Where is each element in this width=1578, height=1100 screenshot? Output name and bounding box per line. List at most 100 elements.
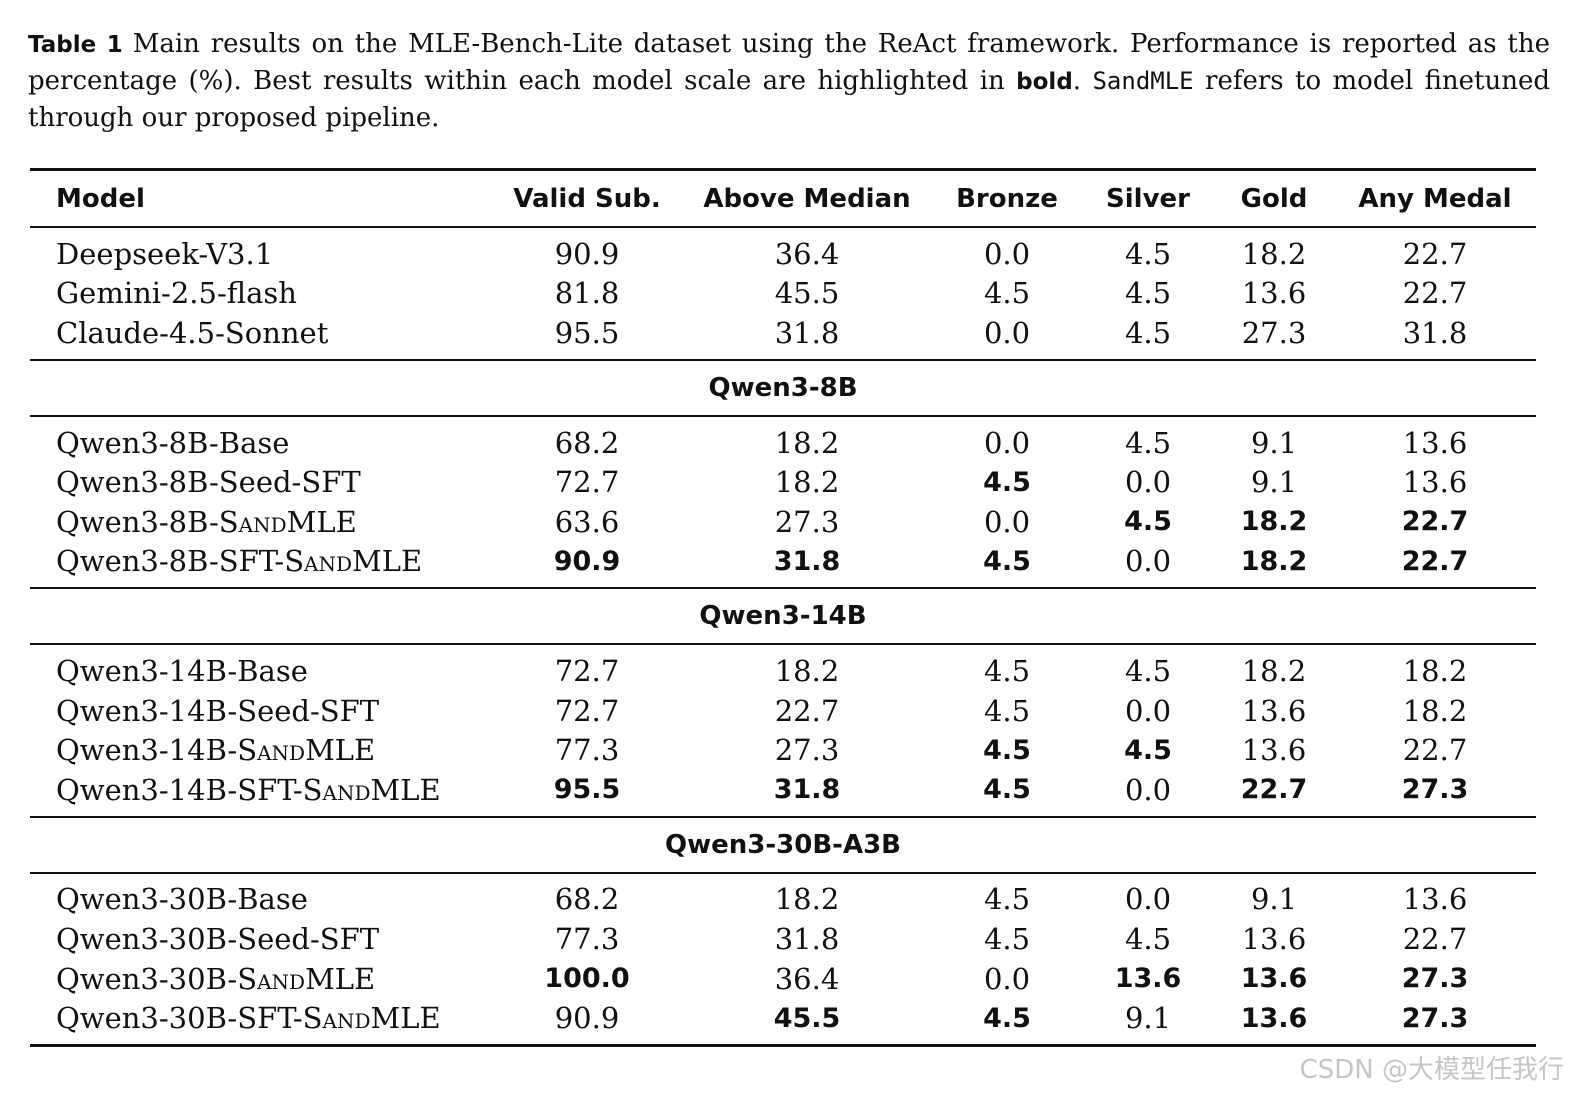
value-cell: 27.3 <box>774 504 840 539</box>
group-header-row: Qwen3-8B <box>30 359 1536 417</box>
caption-bold-word: bold <box>1016 69 1073 95</box>
value-cell: 0.0 <box>1124 882 1172 917</box>
value-cell: 90.9 <box>492 998 682 1047</box>
table-row: Qwen3-14B-SandMLE 77.3 27.3 4.5 4.5 13.6 22.7 <box>30 730 1536 770</box>
value-cell: 22.7 <box>1402 921 1468 956</box>
table-row: Qwen3-30B-Base 68.2 18.2 4.5 0.0 9.1 13.6 <box>30 873 1536 920</box>
value-cell: 9.1 <box>1250 882 1298 917</box>
value-cell: 27.3 <box>1334 998 1536 1047</box>
value-cell: 18.2 <box>1241 653 1307 688</box>
value-cell: 36.4 <box>774 236 840 271</box>
model-name-cell: Claude-4.5-Sonnet <box>30 313 492 361</box>
value-cell: 13.6 <box>1114 963 1182 995</box>
watermark: CSDN @大模型任我行 <box>1299 1055 1564 1085</box>
value-cell: 0.0 <box>932 313 1082 361</box>
table-row: Qwen3-14B-Seed-SFT 72.7 22.7 4.5 0.0 13.6 18.2 <box>30 691 1536 731</box>
value-cell: 18.2 <box>1214 541 1334 590</box>
caption-text-part1: Main results on the MLE-Bench-Lite datas… <box>28 29 1550 96</box>
value-cell: 100.0 <box>544 963 630 995</box>
value-cell: 31.8 <box>682 313 932 361</box>
table-row: Qwen3-8B-Base 68.2 18.2 0.0 4.5 9.1 13.6 <box>30 416 1536 463</box>
value-cell: 13.6 <box>1402 425 1468 460</box>
caption-label: Table 1 <box>28 32 123 58</box>
value-cell: 72.7 <box>554 693 620 728</box>
group-title: Qwen3-14B <box>30 588 1536 646</box>
value-cell: 9.1 <box>1250 425 1298 460</box>
value-cell: 0.0 <box>983 425 1031 460</box>
value-cell: 4.5 <box>1124 653 1172 688</box>
header-silver: Silver <box>1082 168 1214 228</box>
table-body: Deepseek-V3.1 90.9 36.4 0.0 4.5 18.2 22.7 Gemin… <box>30 227 1536 1047</box>
value-cell: 27.3 <box>1334 769 1536 818</box>
group-header-row: Qwen3-14B <box>30 588 1536 646</box>
table-row: Deepseek-V3.1 90.9 36.4 0.0 4.5 18.2 22.7 <box>30 227 1536 274</box>
value-cell: 0.0 <box>983 504 1031 539</box>
value-cell: 4.5 <box>1082 313 1214 361</box>
caption-text-part3: refers to model finetuned through our pr… <box>28 66 1551 133</box>
value-cell: 68.2 <box>554 425 620 460</box>
model-name-cell: Gemini-2.5-flash <box>56 276 297 311</box>
value-cell: 4.5 <box>983 921 1031 956</box>
value-cell: 4.5 <box>1124 276 1172 311</box>
value-cell: 31.8 <box>774 921 840 956</box>
value-cell: 22.7 <box>1402 733 1468 768</box>
table-row: Qwen3-30B-SFT-SandMLE 90.9 45.5 4.5 9.1 13.6 2… <box>30 998 1536 1047</box>
value-cell: 9.1 <box>1082 998 1214 1047</box>
value-cell: 22.7 <box>1401 506 1469 538</box>
value-cell: 4.5 <box>932 769 1082 818</box>
value-cell: 0.0 <box>1124 693 1172 728</box>
value-cell: 0.0 <box>1082 769 1214 818</box>
value-cell: 72.7 <box>554 465 620 500</box>
value-cell: 4.5 <box>1124 734 1172 766</box>
value-cell: 27.3 <box>774 733 840 768</box>
group-header-row: Qwen3-30B-A3B <box>30 816 1536 874</box>
value-cell: 13.6 <box>1241 921 1307 956</box>
model-name-cell: Qwen3-30B-Seed-SFT <box>56 921 380 956</box>
caption-text-part2: . <box>1072 66 1093 96</box>
value-cell: 18.2 <box>1241 236 1307 271</box>
table-header-row: Model Valid Sub. Above Median Bronze Sil… <box>30 168 1536 228</box>
value-cell: 13.6 <box>1214 998 1334 1047</box>
model-name-cell: Qwen3-30B-SFT-SandMLE <box>30 998 492 1047</box>
value-cell: 4.5 <box>983 466 1031 498</box>
table-row: Qwen3-8B-Seed-SFT 72.7 18.2 4.5 0.0 9.1 13.6 <box>30 462 1536 502</box>
model-name-cell: Qwen3-8B-Seed-SFT <box>56 465 361 500</box>
header-valid-sub: Valid Sub. <box>492 168 682 228</box>
header-bronze: Bronze <box>932 168 1082 228</box>
value-cell: 68.2 <box>554 882 620 917</box>
value-cell: 4.5 <box>1124 236 1172 271</box>
table-row: Qwen3-8B-SFT-SandMLE 90.9 31.8 4.5 0.0 18.2 22… <box>30 541 1536 590</box>
header-any-medal: Any Medal <box>1334 168 1536 228</box>
value-cell: 4.5 <box>1124 506 1172 538</box>
table-row: Qwen3-8B-SandMLE 63.6 27.3 0.0 4.5 18.2 22.7 <box>30 502 1536 542</box>
value-cell: 0.0 <box>1124 465 1172 500</box>
table-row: Qwen3-14B-Base 72.7 18.2 4.5 4.5 18.2 18.2 <box>30 644 1536 691</box>
model-name-cell: Qwen3-8B-Base <box>56 425 290 460</box>
value-cell: 22.7 <box>1214 769 1334 818</box>
value-cell: 95.5 <box>492 313 682 361</box>
value-cell: 90.9 <box>492 541 682 590</box>
value-cell: 13.6 <box>1402 465 1468 500</box>
value-cell: 90.9 <box>554 236 620 271</box>
group-title: Qwen3-8B <box>30 359 1536 417</box>
value-cell: 22.7 <box>1402 236 1468 271</box>
table-row: Qwen3-14B-SFT-SandMLE 95.5 31.8 4.5 0.0 22.7 2… <box>30 769 1536 818</box>
value-cell: 95.5 <box>492 769 682 818</box>
table-row: Gemini-2.5-flash 81.8 45.5 4.5 4.5 13.6 22.7 <box>30 274 1536 314</box>
value-cell: 36.4 <box>774 961 840 996</box>
value-cell: 18.2 <box>774 882 840 917</box>
value-cell: 0.0 <box>983 961 1031 996</box>
model-name-cell: Deepseek-V3.1 <box>56 236 274 271</box>
results-table: Model Valid Sub. Above Median Bronze Sil… <box>30 168 1536 1047</box>
value-cell: 31.8 <box>682 541 932 590</box>
model-name-cell: Qwen3-8B-SFT-SandMLE <box>30 541 492 590</box>
value-cell: 9.1 <box>1250 465 1298 500</box>
value-cell: 81.8 <box>554 276 620 311</box>
value-cell: 77.3 <box>554 733 620 768</box>
value-cell: 4.5 <box>1124 425 1172 460</box>
value-cell: 45.5 <box>774 276 840 311</box>
value-cell: 13.6 <box>1241 276 1307 311</box>
value-cell: 4.5 <box>983 276 1031 311</box>
table-caption: Table 1 Main results on the MLE-Bench-Lit… <box>28 26 1550 136</box>
value-cell: 72.7 <box>554 653 620 688</box>
